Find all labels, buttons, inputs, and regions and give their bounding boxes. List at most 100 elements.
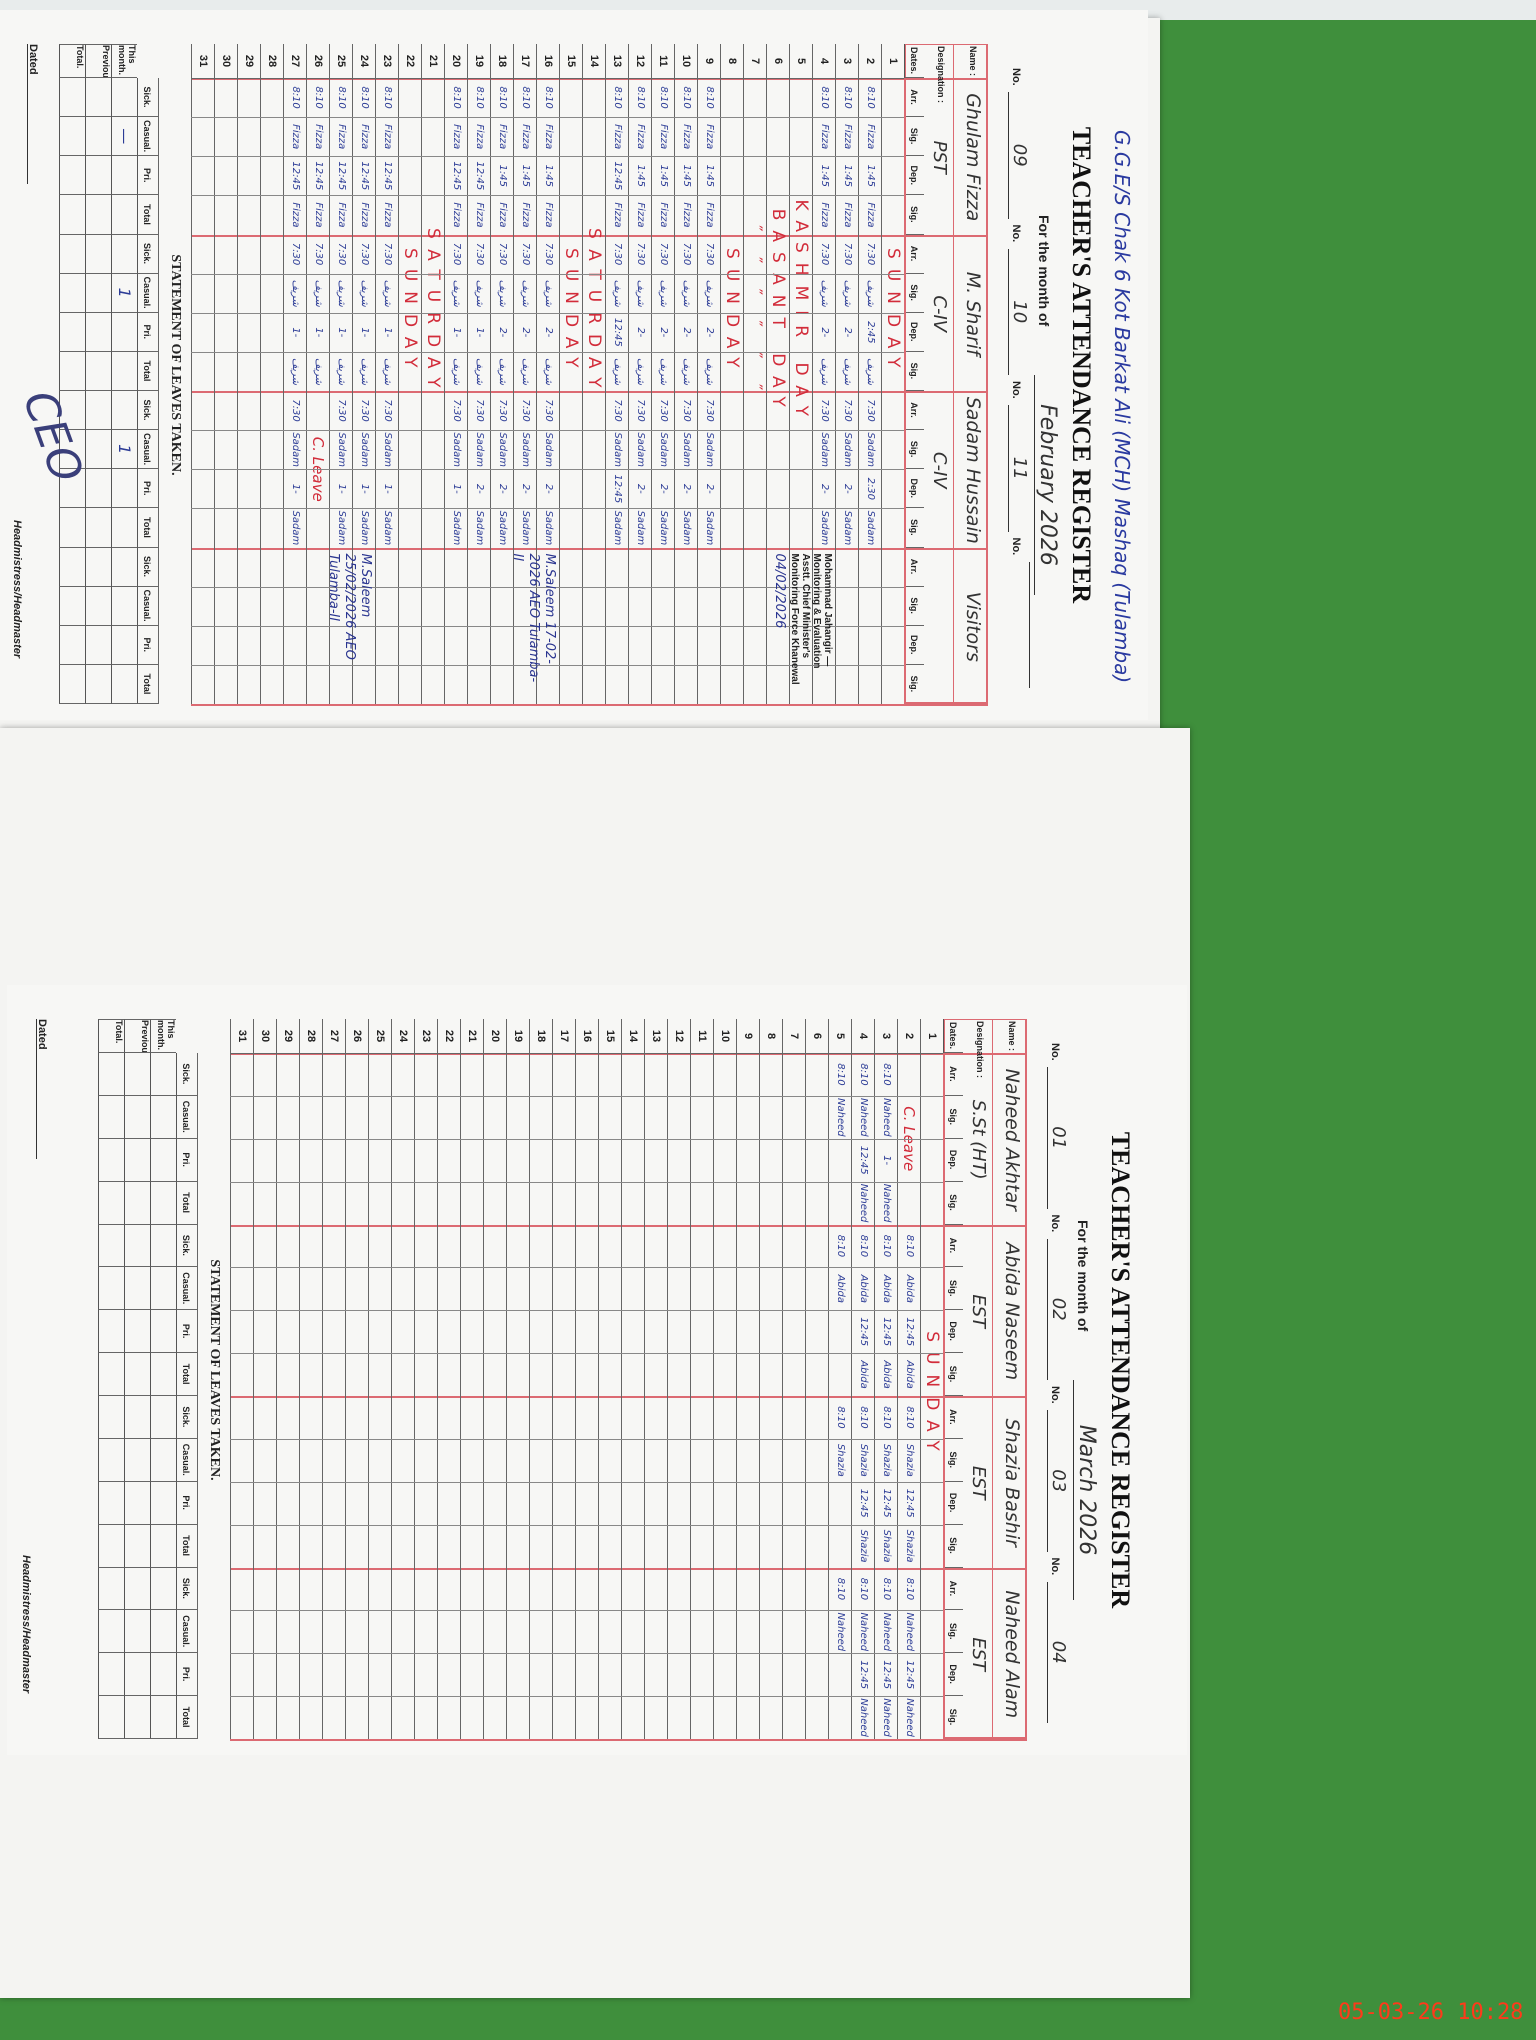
column-rule <box>674 430 697 432</box>
attendance-cell: شریف <box>313 357 324 385</box>
attendance-cell: Sadam <box>612 510 623 546</box>
column-rule <box>368 1481 391 1483</box>
column-rule <box>851 1310 874 1312</box>
column-rule <box>605 195 628 197</box>
attendance-cell: Abida <box>904 1360 915 1389</box>
leave-column-header: Total <box>176 1181 198 1225</box>
leave-cell <box>85 234 111 274</box>
attendance-cell: 7:30 <box>336 399 347 422</box>
row-rule <box>690 1019 691 1739</box>
leave-cell <box>150 1224 176 1268</box>
column-rule <box>276 1310 299 1312</box>
column-rule <box>812 430 835 432</box>
leave-column-header: Sick. <box>137 78 159 118</box>
column-rule <box>421 469 444 471</box>
column-rule <box>582 586 605 588</box>
column-rule <box>674 312 697 314</box>
attendance-cell: Naheed <box>858 1183 869 1223</box>
leave-cell <box>124 1610 150 1654</box>
attendance-cell: Naheed <box>835 1612 846 1652</box>
column-rule <box>598 1696 621 1698</box>
column-rule <box>759 1524 782 1526</box>
attendance-cell: شریف <box>635 357 646 385</box>
column-rule <box>260 508 283 510</box>
attendance-cell: Fizza <box>313 202 324 228</box>
column-rule <box>766 312 789 314</box>
attendance-cell: شریف <box>451 279 462 307</box>
leave-cell <box>59 351 85 391</box>
number-label: No. <box>1010 537 1022 556</box>
column-rule <box>828 1610 851 1612</box>
column-rule <box>582 664 605 666</box>
column-rule <box>736 1181 759 1183</box>
column-rule <box>858 469 881 471</box>
attendance-cell: شریف <box>543 357 554 385</box>
visitor-stamp: Mohammad Jahangir — Monitoring & Evaluat… <box>789 553 833 685</box>
column-rule <box>598 1353 621 1355</box>
column-rule <box>874 1353 897 1355</box>
row-date: 3 <box>841 57 853 65</box>
attendance-cell: شریف <box>842 357 853 385</box>
column-rule <box>743 664 766 666</box>
column-rule <box>874 1310 897 1312</box>
column-rule <box>191 469 214 471</box>
column-rule <box>398 273 421 275</box>
column-rule <box>375 430 398 432</box>
column-rule <box>536 273 559 275</box>
column-rule <box>628 312 651 314</box>
attendance-cell: 1- <box>382 327 393 338</box>
column-rule <box>444 625 467 627</box>
column-rule <box>191 117 214 119</box>
column-rule <box>828 1696 851 1698</box>
column-rule <box>628 117 651 119</box>
attendance-cell: Sadam <box>290 510 301 546</box>
attendance-cell: Sadam <box>474 510 485 546</box>
column-rule <box>789 469 812 471</box>
attendance-cell: Fizza <box>865 124 876 150</box>
column-rule <box>851 1438 874 1440</box>
leave-column-header: Pri. <box>176 1310 198 1354</box>
attendance-cell: 2- <box>543 327 554 338</box>
attendance-cell: Sadam <box>497 510 508 546</box>
column-rule <box>697 625 720 627</box>
name-label: Name : <box>1007 1021 1017 1052</box>
attendance-cell: 12:45 <box>904 1660 915 1690</box>
leave-cell <box>111 391 137 431</box>
teacher-number: 01 <box>1047 1067 1069 1209</box>
attendance-cell: 1- <box>290 483 301 494</box>
column-rule <box>759 1610 782 1612</box>
column-rule <box>444 586 467 588</box>
column-rule <box>513 469 536 471</box>
attendance-cell: Sadam <box>543 432 554 468</box>
column-rule <box>483 1610 506 1612</box>
column-rule <box>851 1181 874 1183</box>
attendance-cell: Fizza <box>313 124 324 150</box>
column-rule <box>375 195 398 197</box>
attendance-cell: Fizza <box>382 124 393 150</box>
attendance-cell: 2- <box>704 327 715 338</box>
column-rule <box>460 1481 483 1483</box>
column-rule <box>191 586 214 588</box>
leave-column-header: Total <box>176 1696 198 1739</box>
column-rule <box>851 1610 874 1612</box>
column-rule <box>529 1138 552 1140</box>
column-rule <box>276 1267 299 1269</box>
column-rule <box>214 586 237 588</box>
column-rule <box>598 1310 621 1312</box>
column-rule <box>759 1181 782 1183</box>
attendance-cell: شریف <box>819 279 830 307</box>
column-rule <box>490 351 513 353</box>
column-rule <box>575 1696 598 1698</box>
column-rule <box>858 508 881 510</box>
attendance-cell: شریف <box>681 357 692 385</box>
column-rule <box>329 273 352 275</box>
attendance-cell: 1- <box>881 1155 892 1166</box>
leave-cell: 1 <box>111 430 137 470</box>
column-rule <box>191 351 214 353</box>
column-rule <box>253 1310 276 1312</box>
teacher-number: 10 <box>1008 248 1030 375</box>
column-rule <box>644 1524 667 1526</box>
column-rule <box>690 1310 713 1312</box>
attendance-cell: شریف <box>313 279 324 307</box>
column-rule <box>621 1653 644 1655</box>
